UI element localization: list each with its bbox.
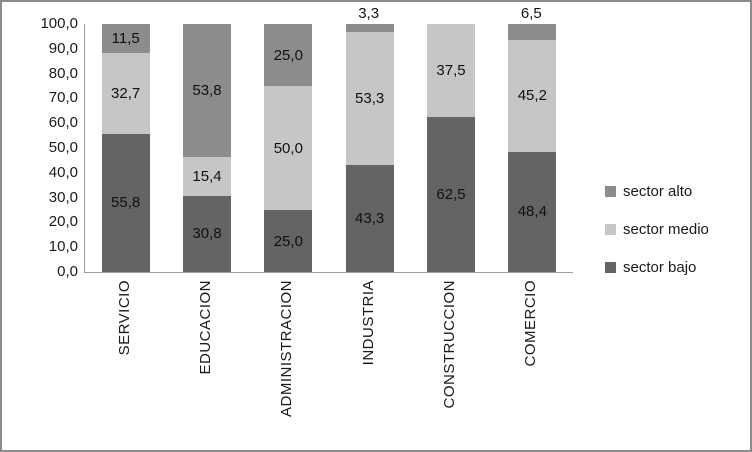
- segment-sector-alto-educacion: 53,8: [183, 24, 231, 158]
- segment-sector-bajo-educacion: 30,8: [183, 195, 231, 272]
- legend-swatch-icon: [605, 223, 616, 235]
- segment-sector-bajo-administracion: 25,0: [264, 210, 313, 272]
- segment-sector-bajo-servicio: 55,8: [101, 133, 150, 272]
- segment-sector-bajo-industria: 43,3: [345, 164, 394, 272]
- category-label-administracion: ADMINISTRACION: [278, 280, 296, 418]
- y-tick-label: 0,0: [57, 263, 78, 280]
- legend-label: sector medio: [623, 220, 709, 238]
- category-label-comercio: COMERCIO: [522, 280, 540, 367]
- data-label: 32,7: [111, 84, 141, 102]
- y-tick-label: 10,0: [48, 238, 78, 256]
- segment-sector-medio-comercio: 45,2: [508, 39, 557, 152]
- segment-sector-medio-administracion: 50,0: [264, 86, 313, 210]
- y-tick-label: 20,0: [48, 213, 78, 231]
- data-label: 50,0: [273, 139, 303, 157]
- segment-sector-medio-educacion: 15,4: [183, 157, 231, 196]
- data-label: 25,0: [273, 46, 303, 64]
- plot-area: 55,8 32,7 11,5 30,8 15,4 53,8 25,0 50,0 25,0 43,3…: [84, 23, 573, 273]
- legend-label: sector bajo: [623, 258, 697, 276]
- legend-item-sector-medio: sector medio: [605, 220, 709, 238]
- y-tick-label: 70,0: [48, 89, 78, 107]
- data-label-outside: 3,3: [358, 5, 380, 23]
- data-label: 48,4: [517, 203, 547, 221]
- data-label: 53,3: [355, 90, 385, 108]
- segment-sector-alto-administracion: 25,0: [264, 24, 313, 86]
- data-label: 43,3: [355, 209, 385, 227]
- legend-swatch-icon: [605, 185, 616, 197]
- data-label: 37,5: [436, 62, 466, 79]
- legend-item-sector-alto: sector alto: [605, 182, 693, 200]
- y-tick-label: 80,0: [48, 64, 78, 82]
- y-tick-label: 60,0: [48, 114, 78, 132]
- segment-sector-alto-servicio: 11,5: [101, 24, 150, 53]
- data-label: 53,8: [192, 82, 222, 100]
- segment-sector-medio-construccion: 37,5: [427, 24, 475, 117]
- category-label-industria: INDUSTRIA: [359, 280, 377, 366]
- segment-sector-medio-servicio: 32,7: [101, 52, 150, 134]
- y-tick-label: 90,0: [48, 39, 78, 57]
- data-label: 25,0: [273, 232, 303, 250]
- bar-administracion: 25,0 50,0 25,0: [264, 24, 313, 272]
- legend-swatch-icon: [605, 261, 616, 273]
- legend-item-sector-bajo: sector bajo: [605, 258, 697, 276]
- legend-label: sector alto: [623, 182, 693, 200]
- segment-sector-bajo-comercio: 48,4: [508, 151, 557, 272]
- data-label: 11,5: [111, 29, 140, 47]
- category-label-educacion: EDUCACION: [197, 280, 214, 375]
- y-tick-label: 40,0: [48, 163, 78, 181]
- bar-servicio: 55,8 32,7 11,5: [101, 24, 150, 272]
- bar-industria: 43,3 53,3: [345, 24, 394, 272]
- data-label: 30,8: [192, 225, 222, 243]
- data-label-outside: 6,5: [520, 4, 542, 22]
- category-label-servicio: SERVICIO: [115, 280, 133, 356]
- category-label-construccion: CONSTRUCCION: [441, 280, 458, 409]
- bar-construccion: 62,5 37,5: [427, 24, 475, 272]
- data-label: 55,8: [111, 194, 141, 212]
- segment-sector-alto-comercio: [508, 23, 557, 40]
- bar-educacion: 30,8 15,4 53,8: [183, 24, 231, 272]
- y-tick-label: 100,0: [40, 15, 78, 32]
- segment-sector-alto-industria: [345, 24, 394, 33]
- data-label: 15,4: [192, 168, 222, 186]
- y-tick-label: 50,0: [48, 139, 78, 156]
- data-label: 62,5: [436, 186, 466, 203]
- segment-sector-bajo-construccion: 62,5: [427, 117, 475, 272]
- segment-sector-medio-industria: 53,3: [345, 32, 394, 165]
- bar-comercio: 48,4 45,2: [508, 23, 557, 272]
- y-tick-label: 30,0: [48, 188, 78, 206]
- data-label: 45,2: [517, 87, 547, 105]
